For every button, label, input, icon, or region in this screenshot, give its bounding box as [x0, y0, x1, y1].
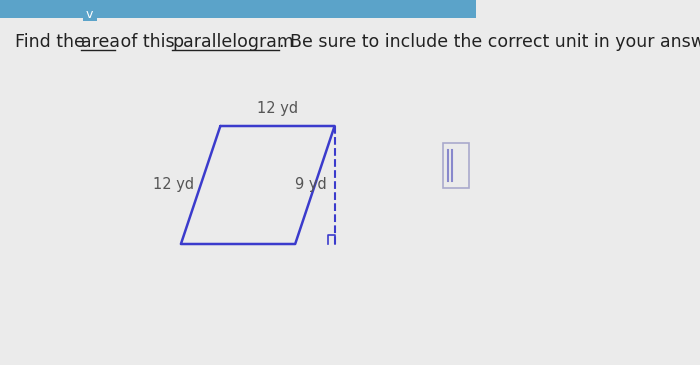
Text: of this: of this — [116, 33, 181, 51]
Bar — [0, 0, 476, 18]
Bar — [83, 8, 97, 21]
Text: parallelogram: parallelogram — [172, 33, 295, 51]
Text: 12 yd: 12 yd — [257, 101, 298, 116]
Text: area: area — [81, 33, 120, 51]
Text: Find the: Find the — [15, 33, 90, 51]
Text: . Be sure to include the correct unit in your answer.: . Be sure to include the correct unit in… — [279, 33, 700, 51]
Bar — [442, 143, 468, 188]
Text: v: v — [86, 8, 94, 20]
Text: 12 yd: 12 yd — [153, 177, 194, 192]
Text: 9 yd: 9 yd — [295, 177, 326, 192]
